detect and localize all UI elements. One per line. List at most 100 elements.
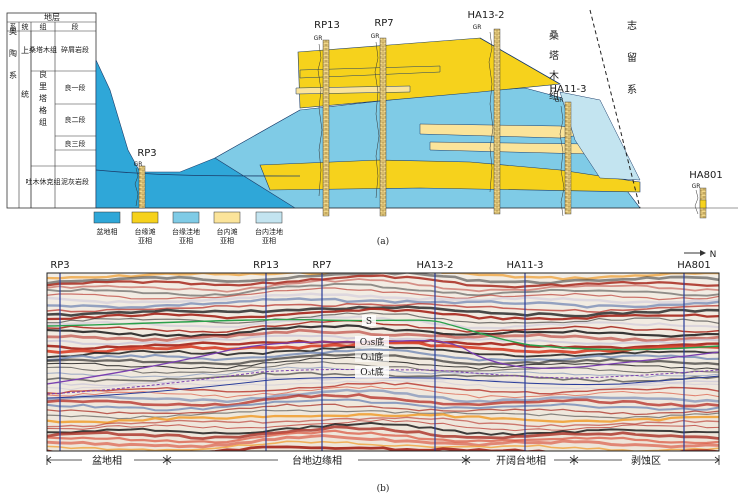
mem-l3: 良三段	[65, 139, 86, 148]
series-name: 上统	[21, 46, 30, 134]
fm-sangtamu: 桑塔木组	[29, 45, 57, 54]
legend-label-line: 台内滩	[217, 227, 238, 236]
mem-l2: 良二段	[65, 115, 86, 124]
well-name: RP7	[374, 18, 393, 29]
zone-bar: 盆地相 台地边缘相 开阔台地相 剥蚀区	[46, 454, 720, 467]
well-logs: RP3 GR RP13 GR RP7 GR HA13-2	[134, 10, 723, 219]
horizon-o3l	[47, 369, 719, 395]
unconformity-line	[589, 9, 641, 209]
reflection-trace	[47, 421, 719, 437]
reflection-trace	[47, 273, 719, 285]
gr-label: GR	[555, 97, 564, 104]
reflection-trace	[47, 445, 719, 451]
well-ha801: HA801 GR	[689, 170, 723, 219]
seis-well-rp3: RP3	[50, 260, 69, 271]
reflection-trace	[47, 388, 719, 404]
north-label: N	[710, 250, 717, 260]
label-sangtamu-side: 桑塔木组	[547, 30, 559, 110]
reflection-trace	[47, 274, 719, 289]
legend-item-margin-depression: 台缘洼地亚相	[172, 211, 200, 245]
strat-table: 地层 系 统 组 段 奥陶系 上统 桑塔木组 碎屑岩段 良里塔格组 良一段 良二…	[6, 12, 97, 209]
reflection-trace	[47, 425, 719, 441]
reflection-trace	[47, 409, 719, 420]
well-name: RP13	[314, 20, 340, 31]
mem-clastic: 碎屑岩段	[61, 45, 89, 54]
horizon-o3s	[47, 339, 719, 385]
reflection-trace	[47, 315, 719, 330]
seis-well-rp7: RP7	[312, 260, 331, 271]
mem-l1: 良一段	[65, 83, 86, 92]
inner-depression	[559, 91, 641, 181]
upper-yellow-band	[299, 65, 441, 79]
legend-label-line: 亚相	[179, 236, 193, 245]
legend-label-line: 台缘洼地	[172, 227, 200, 236]
legend-label-line: 亚相	[262, 236, 276, 245]
panel-b: N RP3 RP13 RP7 HA13-2 HA11-3 HA801	[46, 250, 720, 494]
reflection-trace	[47, 278, 719, 293]
reflection-trace	[47, 307, 719, 321]
reflection-trace	[47, 319, 719, 334]
seis-well-ha801: HA801	[677, 260, 710, 271]
legend-swatch	[213, 211, 241, 224]
reflection-trace	[47, 328, 719, 343]
reflection-trace	[47, 324, 719, 338]
legend-item-inner-depression: 台内洼地亚相	[255, 211, 283, 245]
well-name: HA11-3	[549, 84, 586, 95]
legend-swatch	[93, 211, 121, 224]
seismic-well-labels: RP3 RP13 RP7 HA13-2 HA11-3 HA801	[50, 260, 710, 271]
legend-label: 台内滩亚相	[217, 227, 238, 245]
reflection-trace	[47, 381, 719, 395]
legend-item-inner-shoal: 台内滩亚相	[213, 211, 241, 245]
horizon-o3t	[47, 375, 719, 399]
horizon-label-o3t: O₃t底	[360, 366, 384, 378]
panel-b-label: (b)	[377, 483, 390, 494]
reflection-trace	[47, 434, 719, 449]
gr-label: GR	[371, 33, 380, 40]
label-silurian-side: 志留系	[625, 19, 637, 116]
reflection-trace	[47, 273, 719, 281]
horizon-label-o3l: O₃l底	[361, 351, 384, 363]
legend-label-line: 台内洼地	[255, 227, 283, 236]
reflection-trace	[47, 385, 719, 399]
reflection-trace	[47, 440, 719, 451]
legend-label: 台内洼地亚相	[255, 227, 283, 245]
reflection-trace	[47, 348, 719, 362]
well-rp7: RP7 GR	[371, 18, 394, 217]
reflection-trace	[47, 302, 719, 313]
north-arrow: N	[684, 250, 716, 260]
reflection-trace	[47, 398, 719, 412]
reflection-trace	[47, 287, 719, 301]
reflection-trace	[47, 292, 719, 305]
well-name: HA801	[689, 170, 722, 181]
gr-label: GR	[314, 35, 323, 42]
zone-basin: 盆地相	[92, 454, 122, 467]
well-ha13-2: HA13-2 GR	[467, 10, 505, 215]
cross-section: 桑塔木组 志留系	[95, 9, 738, 209]
well-rp3: RP3 GR	[134, 148, 157, 209]
legend-label-line: 亚相	[220, 236, 234, 245]
reflection-trace	[47, 379, 719, 391]
legend-label: 台缘滩亚相	[135, 227, 156, 245]
well-name: RP3	[137, 148, 156, 159]
legend-item-basin: 盆地相	[93, 211, 121, 236]
reflection-trace	[47, 393, 719, 408]
system-name: 奥陶系	[9, 26, 18, 93]
legend-label-line: 台缘滩	[135, 227, 156, 236]
zone-platform-margin: 台地边缘相	[292, 454, 342, 467]
col-head-series: 统	[22, 22, 29, 31]
reflection-trace	[47, 297, 719, 310]
reflection-trace	[47, 403, 719, 416]
horizon-labels: S O₃s底 O₃l底 O₃t底	[355, 315, 389, 378]
legend-label: 台缘洼地亚相	[172, 227, 200, 245]
fm-lianglitage: 良里塔格组	[39, 69, 48, 130]
margin-shoal-lower	[259, 159, 641, 193]
well-name: HA13-2	[467, 10, 504, 21]
zone-open-platform: 开阔台地相	[496, 454, 546, 467]
col-head-formation: 组	[40, 22, 47, 31]
panel-a: 地层 系 统 组 段 奥陶系 上统 桑塔木组 碎屑岩段 良里塔格组 良一段 良二…	[6, 9, 738, 247]
legend-swatch	[172, 211, 200, 224]
panel-a-label: (a)	[377, 236, 389, 247]
legend-label: 盆地相	[97, 227, 118, 236]
reflection-trace	[47, 305, 719, 318]
